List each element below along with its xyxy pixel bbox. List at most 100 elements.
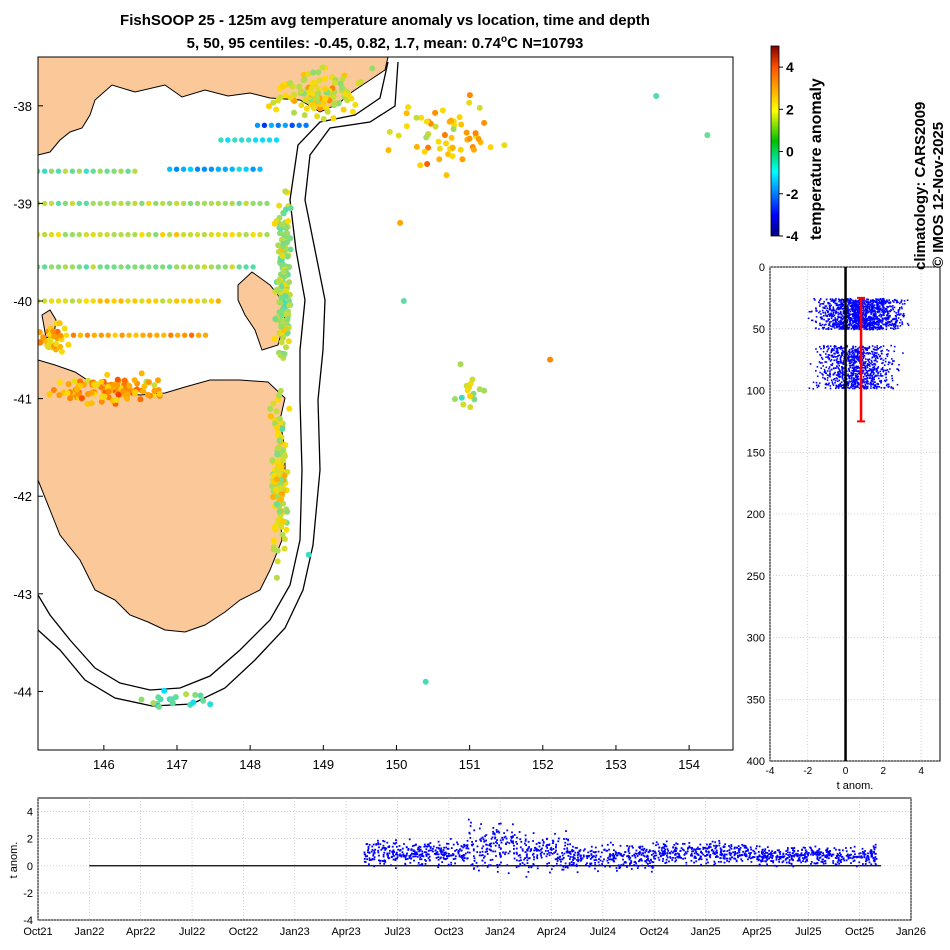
timeseries-point — [542, 844, 544, 847]
depth-point — [847, 355, 850, 357]
timeseries-point — [674, 853, 677, 856]
timeseries-point — [502, 851, 504, 854]
depth-point — [842, 370, 844, 373]
timeseries-points — [363, 818, 878, 878]
timeseries-point — [410, 854, 412, 856]
timeseries-point — [739, 854, 741, 856]
timeseries-point — [860, 855, 863, 858]
depth-point — [813, 298, 815, 300]
timeseries-point — [455, 848, 458, 851]
timeseries-point — [636, 855, 639, 857]
timeseries-point — [711, 840, 714, 843]
timeseries-point — [394, 859, 397, 861]
timeseries-point — [700, 855, 702, 858]
timeseries-point — [785, 850, 788, 852]
timeseries-point — [363, 858, 366, 860]
depth-point — [861, 360, 864, 362]
timeseries-point — [613, 857, 616, 860]
timeseries-point — [843, 859, 846, 862]
map-point — [215, 200, 221, 207]
depth-point — [855, 379, 858, 381]
depth-point — [825, 356, 827, 358]
timeseries-point — [454, 855, 457, 858]
timeseries-point — [441, 861, 444, 863]
colorbar: 420-2-4 — [770, 45, 799, 244]
map-point — [218, 137, 224, 143]
depth-point — [836, 321, 838, 323]
depth-point — [887, 312, 890, 315]
depth-point — [867, 319, 870, 322]
timeseries-point — [731, 856, 733, 859]
timeseries-point — [839, 859, 842, 862]
timeseries-point — [723, 845, 725, 848]
depth-point — [848, 303, 850, 305]
timeseries-point — [865, 857, 868, 860]
depth-point — [823, 315, 825, 317]
timeseries-point — [795, 852, 798, 855]
timeseries-point — [806, 859, 808, 862]
timeseries-point — [707, 846, 710, 849]
depth-point — [854, 316, 856, 319]
timeseries-point — [373, 856, 376, 859]
depth-point — [865, 322, 867, 325]
map-point — [125, 200, 131, 207]
timeseries-point — [546, 847, 549, 849]
depth-point — [827, 354, 830, 356]
map-point — [140, 388, 147, 395]
depth-point — [842, 312, 845, 315]
depth-ytick-label: 50 — [753, 324, 765, 336]
timeseries-point — [679, 856, 682, 859]
timeseries-point — [527, 871, 530, 873]
depth-point — [897, 368, 899, 371]
depth-point — [869, 365, 871, 367]
depth-point — [870, 385, 872, 387]
timeseries-point — [717, 860, 720, 863]
timeseries-point — [816, 862, 819, 865]
depth-point — [827, 302, 830, 305]
depth-point — [856, 311, 859, 314]
map-point — [156, 703, 162, 710]
depth-point — [902, 312, 905, 315]
timeseries-point — [787, 847, 789, 849]
map-point — [126, 382, 133, 389]
timeseries-point — [580, 859, 583, 861]
depth-point — [830, 349, 833, 352]
timeseries-point — [457, 843, 459, 846]
map-panel: 146 147 148 149 150 151 152 153 154-38-39-40-41-… — [13, 56, 734, 772]
timeseries-point — [818, 859, 820, 862]
map-point — [62, 298, 69, 304]
depth-point — [823, 371, 826, 374]
depth-ytick-label: 100 — [747, 386, 765, 398]
timeseries-point — [437, 866, 440, 869]
timeseries-point — [676, 855, 679, 858]
depth-point — [839, 358, 842, 360]
timeseries-point — [572, 863, 575, 866]
timeseries-point — [775, 857, 778, 859]
timeseries-point — [461, 858, 464, 861]
timeseries-point — [838, 862, 841, 865]
timeseries-point — [749, 852, 751, 855]
depth-ytick-label: 350 — [747, 694, 765, 706]
depth-point — [850, 313, 852, 316]
map-point — [111, 231, 117, 238]
timeseries-point — [532, 853, 534, 856]
timeseries-point — [782, 856, 785, 859]
timeseries-point — [764, 855, 767, 857]
timeseries-point — [577, 856, 579, 859]
map-point — [76, 298, 83, 304]
timeseries-point — [513, 852, 515, 854]
depth-point — [867, 359, 869, 361]
depth-point — [901, 307, 903, 310]
depth-point — [869, 308, 871, 311]
depth-point — [826, 379, 829, 381]
map-point — [65, 381, 72, 388]
map-point — [464, 387, 471, 394]
depth-point — [818, 301, 820, 304]
map-point — [277, 94, 284, 101]
timeseries-point — [492, 827, 495, 829]
depth-point — [847, 384, 849, 387]
timeseries-point — [626, 855, 628, 858]
timeseries-point — [814, 851, 817, 854]
timeseries-point — [691, 854, 694, 857]
timeseries-point — [437, 853, 440, 856]
